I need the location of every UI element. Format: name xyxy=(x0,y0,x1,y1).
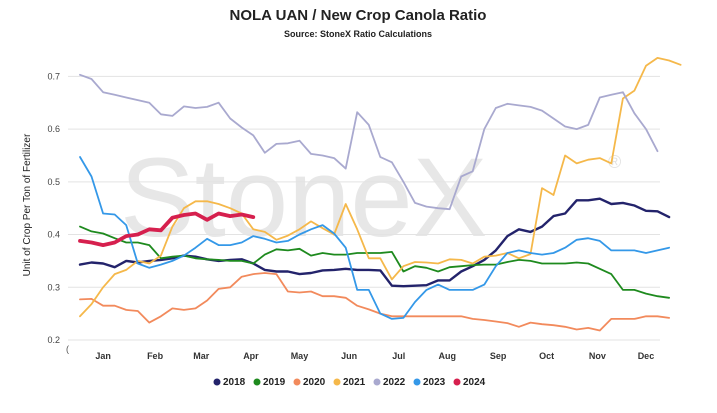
x-tick-label: Apr xyxy=(243,351,259,361)
x-tick-label: Sep xyxy=(490,351,507,361)
chart-title: NOLA UAN / New Crop Canola Ratio xyxy=(230,7,487,24)
legend-marker xyxy=(373,378,381,386)
legend-item-2022[interactable]: 2022 xyxy=(373,377,406,388)
legend-item-2019[interactable]: 2019 xyxy=(253,377,286,388)
chart-subtitle: Source: StoneX Ratio Calculations xyxy=(284,29,432,39)
legend-marker xyxy=(333,378,341,386)
series-lines xyxy=(78,57,682,332)
x-tick-label: Feb xyxy=(147,351,164,361)
y-tick-label: 0.6 xyxy=(47,124,60,134)
y-tick-label: 0.2 xyxy=(47,335,60,345)
legend-item-2024[interactable]: 2024 xyxy=(453,377,486,388)
legend-item-2018[interactable]: 2018 xyxy=(213,377,246,388)
x-tick-label: Nov xyxy=(589,351,606,361)
y-axis-ticks: 0.2 0.3 0.4 0.5 0.6 0.7 xyxy=(47,71,60,345)
watermark-registered-mark: ® xyxy=(608,152,621,172)
x-axis-ticks: Jan Feb Mar Apr May Jun Jul Aug Sep Oct Nov Dec xyxy=(95,351,654,361)
watermark: StoneX ® xyxy=(120,135,621,260)
y-tick-label: 0.4 xyxy=(47,230,60,240)
series-line-2024 xyxy=(78,211,256,247)
y-tick-label: 0.3 xyxy=(47,282,60,292)
legend-marker xyxy=(413,378,421,386)
legend-marker xyxy=(253,378,261,386)
corner-label: ( xyxy=(66,344,69,354)
legend-label: 2018 xyxy=(223,377,246,388)
watermark-logo: StoneX xyxy=(120,135,487,260)
x-tick-label: Jan xyxy=(95,351,111,361)
x-tick-label: Jun xyxy=(341,351,357,361)
legend-label: 2022 xyxy=(383,377,406,388)
legend-item-2020[interactable]: 2020 xyxy=(293,377,326,388)
legend-label: 2020 xyxy=(303,377,326,388)
x-tick-label: Oct xyxy=(539,351,554,361)
legend-marker xyxy=(453,378,461,386)
x-tick-label: May xyxy=(291,351,309,361)
x-tick-label: Dec xyxy=(638,351,655,361)
legend-item-2023[interactable]: 2023 xyxy=(413,377,446,388)
x-tick-label: Mar xyxy=(193,351,210,361)
series-line-2023 xyxy=(79,156,670,320)
x-tick-label: Aug xyxy=(439,351,457,361)
legend-label: 2021 xyxy=(343,377,366,388)
legend-item-2021[interactable]: 2021 xyxy=(333,377,366,388)
series-line-2020 xyxy=(79,272,670,332)
series-line-2019 xyxy=(79,225,670,299)
grid xyxy=(68,75,660,341)
y-axis-label: Unit of Crop Per Ton of Fertilizer xyxy=(22,133,33,276)
legend-label: 2019 xyxy=(263,377,286,388)
legend[interactable]: 2018 2019 2020 2021 2022 2023 2024 xyxy=(213,377,486,388)
legend-label: 2024 xyxy=(463,377,486,388)
series-line-2022 xyxy=(79,73,659,211)
legend-label: 2023 xyxy=(423,377,446,388)
legend-marker xyxy=(293,378,301,386)
y-tick-label: 0.5 xyxy=(47,177,60,187)
y-tick-label: 0.7 xyxy=(47,71,60,81)
x-tick-label: Jul xyxy=(392,351,405,361)
legend-marker xyxy=(213,378,221,386)
